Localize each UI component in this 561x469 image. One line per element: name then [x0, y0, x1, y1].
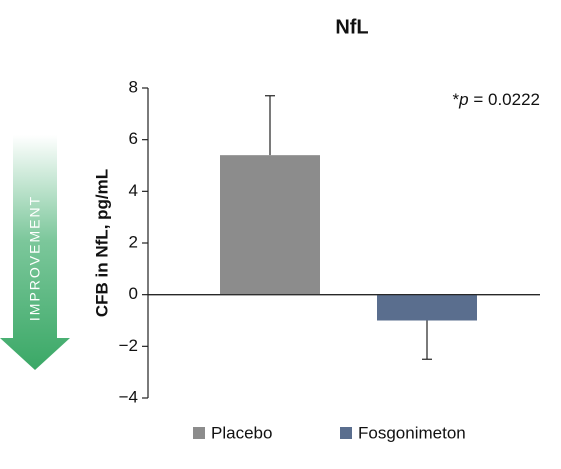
chart-title: NfL — [335, 16, 368, 38]
arrow-label: IMPROVEMENT — [27, 195, 43, 321]
y-tick-label: −2 — [119, 336, 138, 355]
bar — [377, 294, 477, 321]
legend-label: Fosgonimeton — [358, 423, 466, 442]
y-tick-label: −4 — [119, 387, 138, 406]
legend-label: Placebo — [211, 423, 272, 442]
legend-swatch — [340, 427, 352, 439]
annotation-part: = 0.0222 — [469, 90, 540, 109]
annotation: *p = 0.0222 — [453, 90, 540, 109]
annotation-part: p — [458, 90, 468, 109]
legend-swatch — [193, 427, 205, 439]
y-axis-label: CFB in NfL, pg/mL — [92, 169, 111, 317]
bar — [220, 155, 320, 295]
y-tick-label: 0 — [129, 284, 138, 303]
improvement-arrow — [0, 135, 70, 370]
y-tick-label: 6 — [129, 129, 138, 148]
y-tick-label: 2 — [129, 232, 138, 251]
annotation-part: * — [453, 90, 460, 109]
y-tick-label: 8 — [129, 77, 138, 96]
y-tick-label: 4 — [129, 181, 138, 200]
